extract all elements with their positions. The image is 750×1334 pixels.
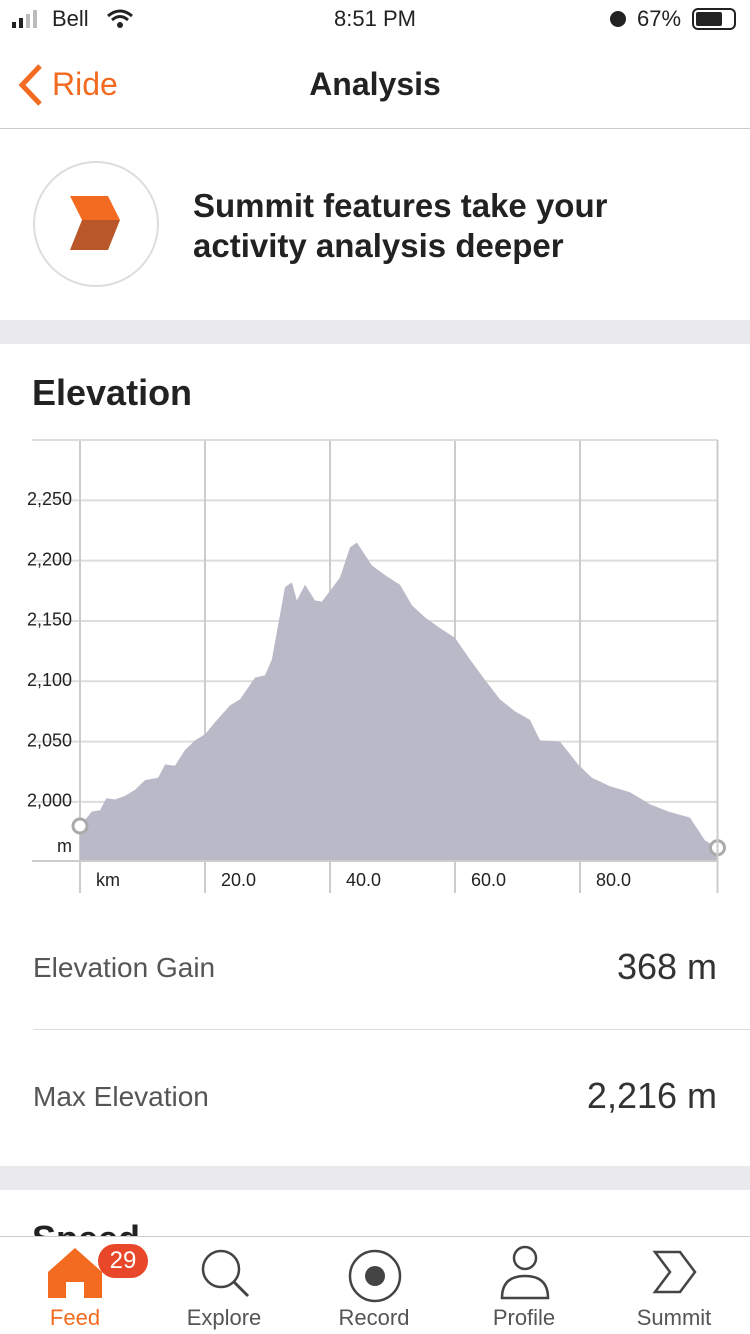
section-gap <box>0 1166 750 1190</box>
elevation-area <box>80 542 718 861</box>
stat-label: Elevation Gain <box>33 952 216 983</box>
stat-value: 368 m <box>616 946 717 987</box>
elevation-chart: 2,000 2,050 2,100 2,150 2,200 2,250 km 20.0 40.0… <box>27 439 726 893</box>
tab-label[interactable]: Explore <box>186 1305 262 1330</box>
y-tick-label: 2,200 <box>27 549 72 569</box>
stat-label: Max Elevation <box>33 1081 209 1112</box>
clock: 8:51 PM <box>334 6 416 31</box>
tab-label[interactable]: Record <box>338 1305 410 1330</box>
x-tick-label: 60.0 <box>471 870 506 890</box>
tab-label[interactable]: Summit <box>636 1305 712 1330</box>
carrier: Bell <box>52 6 89 31</box>
tab-label[interactable]: Feed <box>49 1305 101 1330</box>
tab-icons <box>48 1245 697 1303</box>
section-gap <box>0 320 750 344</box>
stat-value: 2,216 m <box>586 1075 717 1116</box>
x-tick-label: 80.0 <box>596 870 631 890</box>
nav-title: Analysis <box>309 66 441 102</box>
endpoint-marker <box>71 817 89 835</box>
tab-label[interactable]: Profile <box>492 1305 556 1330</box>
y-tick-label: 2,050 <box>27 730 72 750</box>
section-title: Elevation <box>32 372 193 413</box>
banner-text[interactable]: Summit features take your activity analy… <box>193 187 608 264</box>
y-unit-label: m <box>57 836 72 856</box>
x-tick-label: 20.0 <box>221 870 256 890</box>
y-tick-label: 2,000 <box>27 791 72 811</box>
x-tick-label: km <box>96 870 120 890</box>
back-button[interactable]: Ride <box>52 66 118 102</box>
x-tick-label: 40.0 <box>346 870 381 890</box>
y-tick-label: 2,250 <box>27 489 72 509</box>
y-tick-label: 2,100 <box>27 670 72 690</box>
summit-logo[interactable] <box>32 160 160 288</box>
divider <box>0 128 750 129</box>
notification-badge: 29 <box>98 1244 148 1278</box>
status-icons <box>12 8 736 30</box>
divider <box>33 1029 750 1030</box>
back-arrow[interactable] <box>14 62 46 108</box>
y-tick-label: 2,150 <box>27 610 72 630</box>
battery-text: 67% <box>637 6 682 31</box>
